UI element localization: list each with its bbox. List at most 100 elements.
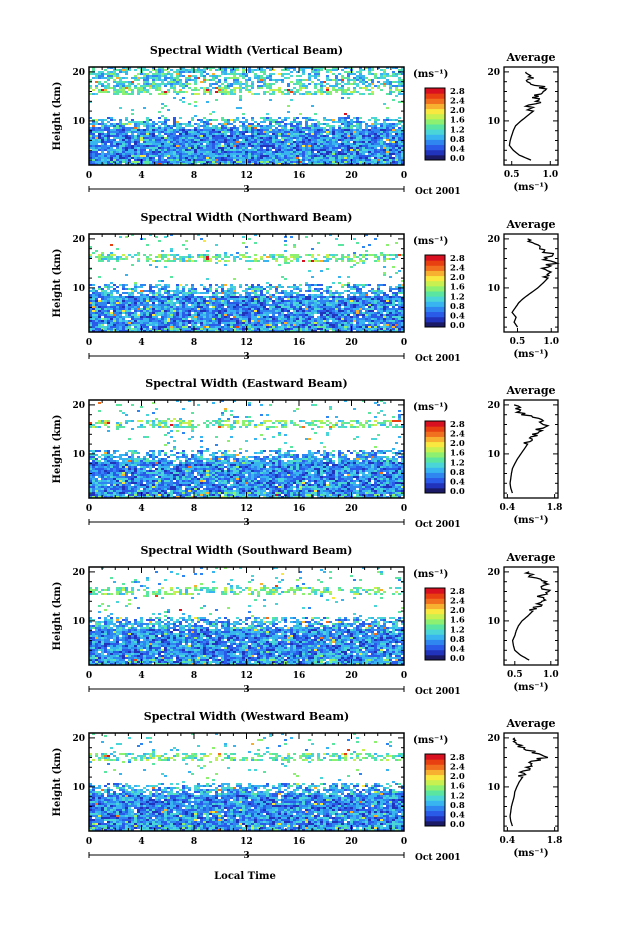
average-x-label: (ms⁻¹) xyxy=(513,682,548,693)
panel-title: Spectral Width (Westward Beam) xyxy=(144,710,349,723)
colorbar-swatch xyxy=(425,634,445,640)
colorbar-swatch xyxy=(425,487,445,494)
colorbar-tick: 2.0 xyxy=(450,273,465,283)
average-x-tick-label: 0.5 xyxy=(504,170,520,180)
colorbar-tick: 0.8 xyxy=(450,468,465,478)
colorbar-swatch xyxy=(425,764,445,770)
average-y-tick-label: 10 xyxy=(487,617,500,627)
x-tick-label: 20 xyxy=(345,837,358,847)
colorbar-tick: 2.0 xyxy=(450,439,465,449)
colorbar-tick: 2.0 xyxy=(450,606,465,616)
colorbar-swatch xyxy=(425,800,445,806)
colorbar-tick: 1.6 xyxy=(450,782,465,792)
y-tick-label: 20 xyxy=(72,68,85,78)
colorbar-tick: 0.0 xyxy=(450,321,465,331)
panel-title: Spectral Width (Eastward Beam) xyxy=(145,377,347,390)
colorbar-swatch xyxy=(425,639,445,646)
x-tick-label: 8 xyxy=(191,338,197,348)
colorbar-swatch xyxy=(425,774,445,781)
colorbar-swatch xyxy=(425,301,445,307)
colorbar-swatch xyxy=(425,280,445,287)
x-tick-label: 0 xyxy=(401,504,407,514)
colorbar-swatch xyxy=(425,108,445,115)
colorbar-swatch xyxy=(425,608,445,615)
average-title: Average xyxy=(505,717,555,730)
colorbar-swatch xyxy=(425,810,445,817)
colorbar: 2.82.42.01.61.20.80.40.0 xyxy=(424,587,465,664)
x-tick-label: 0 xyxy=(401,671,407,681)
x-tick-label: 4 xyxy=(138,671,144,681)
colorbar-swatch xyxy=(425,769,445,776)
x-tick-label: 16 xyxy=(293,837,306,847)
average-x-tick-label: 0.5 xyxy=(507,670,523,680)
colorbar-swatch xyxy=(425,598,445,604)
colorbar-tick: 2.4 xyxy=(450,97,465,107)
average-profile: Average 10 20 0.4 1.8 (ms⁻¹) xyxy=(487,384,562,526)
average-y-tick-label: 10 xyxy=(487,284,500,294)
x-tick-label: 12 xyxy=(240,504,253,514)
x-tick-label: 4 xyxy=(138,837,144,847)
colorbar: 2.82.42.01.61.20.80.40.0 xyxy=(424,254,465,331)
colorbar-tick: 1.6 xyxy=(450,283,465,293)
colorbar-tick: 1.6 xyxy=(450,449,465,459)
colorbar-swatch xyxy=(425,311,445,318)
panel-4: Spectral Width (Southward Beam) 10 20 Heigh… xyxy=(52,544,559,697)
colorbar-swatch xyxy=(425,88,445,94)
colorbar-swatch xyxy=(425,779,445,786)
colorbar-swatch xyxy=(425,275,445,282)
colorbar-swatch xyxy=(425,306,445,313)
panel-title: Spectral Width (Northward Beam) xyxy=(141,211,353,224)
colorbar-swatch xyxy=(425,446,445,453)
colorbar-swatch xyxy=(425,820,445,827)
colorbar-swatch xyxy=(425,139,445,146)
heatmap-cells xyxy=(89,67,404,165)
colorbar-swatch xyxy=(425,613,445,620)
x-tick-label: 8 xyxy=(191,171,197,181)
average-x-tick-label: 1.0 xyxy=(543,337,559,347)
x-tick-label: 0 xyxy=(86,504,92,514)
x-tick-label: 12 xyxy=(240,338,253,348)
colorbar-tick: 2.4 xyxy=(450,763,465,773)
y-axis-label: Height (km) xyxy=(52,582,63,651)
day-label: 3 xyxy=(243,352,249,362)
colorbar-tick: 1.2 xyxy=(450,292,465,302)
x-tick-label: 16 xyxy=(293,171,306,181)
colorbar-tick: 2.0 xyxy=(450,772,465,782)
colorbar-swatch xyxy=(425,629,445,635)
colorbar-swatch xyxy=(425,285,445,292)
x-tick-label: 12 xyxy=(240,837,253,847)
colorbar-tick: 0.8 xyxy=(450,801,465,811)
date-label: Oct 2001 xyxy=(415,354,461,364)
heatmap-cells xyxy=(89,234,404,332)
colorbar-unit: (ms⁻¹) xyxy=(413,402,448,413)
colorbar-tick: 2.8 xyxy=(450,254,465,264)
x-axis-label: Local Time xyxy=(214,871,276,882)
x-tick-label: 8 xyxy=(191,837,197,847)
colorbar: 2.82.42.01.61.20.80.40.0 xyxy=(424,753,465,830)
average-profile-line xyxy=(509,404,550,494)
average-y-tick-label: 20 xyxy=(487,68,500,78)
colorbar-swatch xyxy=(425,154,445,161)
y-tick-label: 20 xyxy=(72,568,85,578)
colorbar-tick: 0.0 xyxy=(450,654,465,664)
day-label: 3 xyxy=(243,685,249,695)
colorbar-tick: 0.4 xyxy=(450,644,465,654)
colorbar: 2.82.42.01.61.20.80.40.0 xyxy=(424,420,465,497)
average-profile-line xyxy=(508,71,548,161)
colorbar-swatch xyxy=(425,441,445,448)
colorbar-swatch xyxy=(425,134,445,140)
panel-5: Spectral Width (Westward Beam) 10 20 Height… xyxy=(52,710,562,863)
colorbar: 2.82.42.01.61.20.80.40.0 xyxy=(424,87,465,164)
colorbar-swatch xyxy=(425,457,445,463)
y-axis-label: Height (km) xyxy=(52,415,63,484)
colorbar-tick: 0.4 xyxy=(450,311,465,321)
colorbar-unit: (ms⁻¹) xyxy=(413,735,448,746)
colorbar-tick: 2.8 xyxy=(450,87,465,97)
panel-title: Spectral Width (Southward Beam) xyxy=(140,544,352,557)
y-tick-label: 10 xyxy=(72,617,85,627)
average-x-tick-label: 1.8 xyxy=(547,503,563,513)
colorbar-swatch xyxy=(425,149,445,156)
colorbar-tick: 0.4 xyxy=(450,144,465,154)
average-x-tick-label: 0.4 xyxy=(500,503,516,513)
